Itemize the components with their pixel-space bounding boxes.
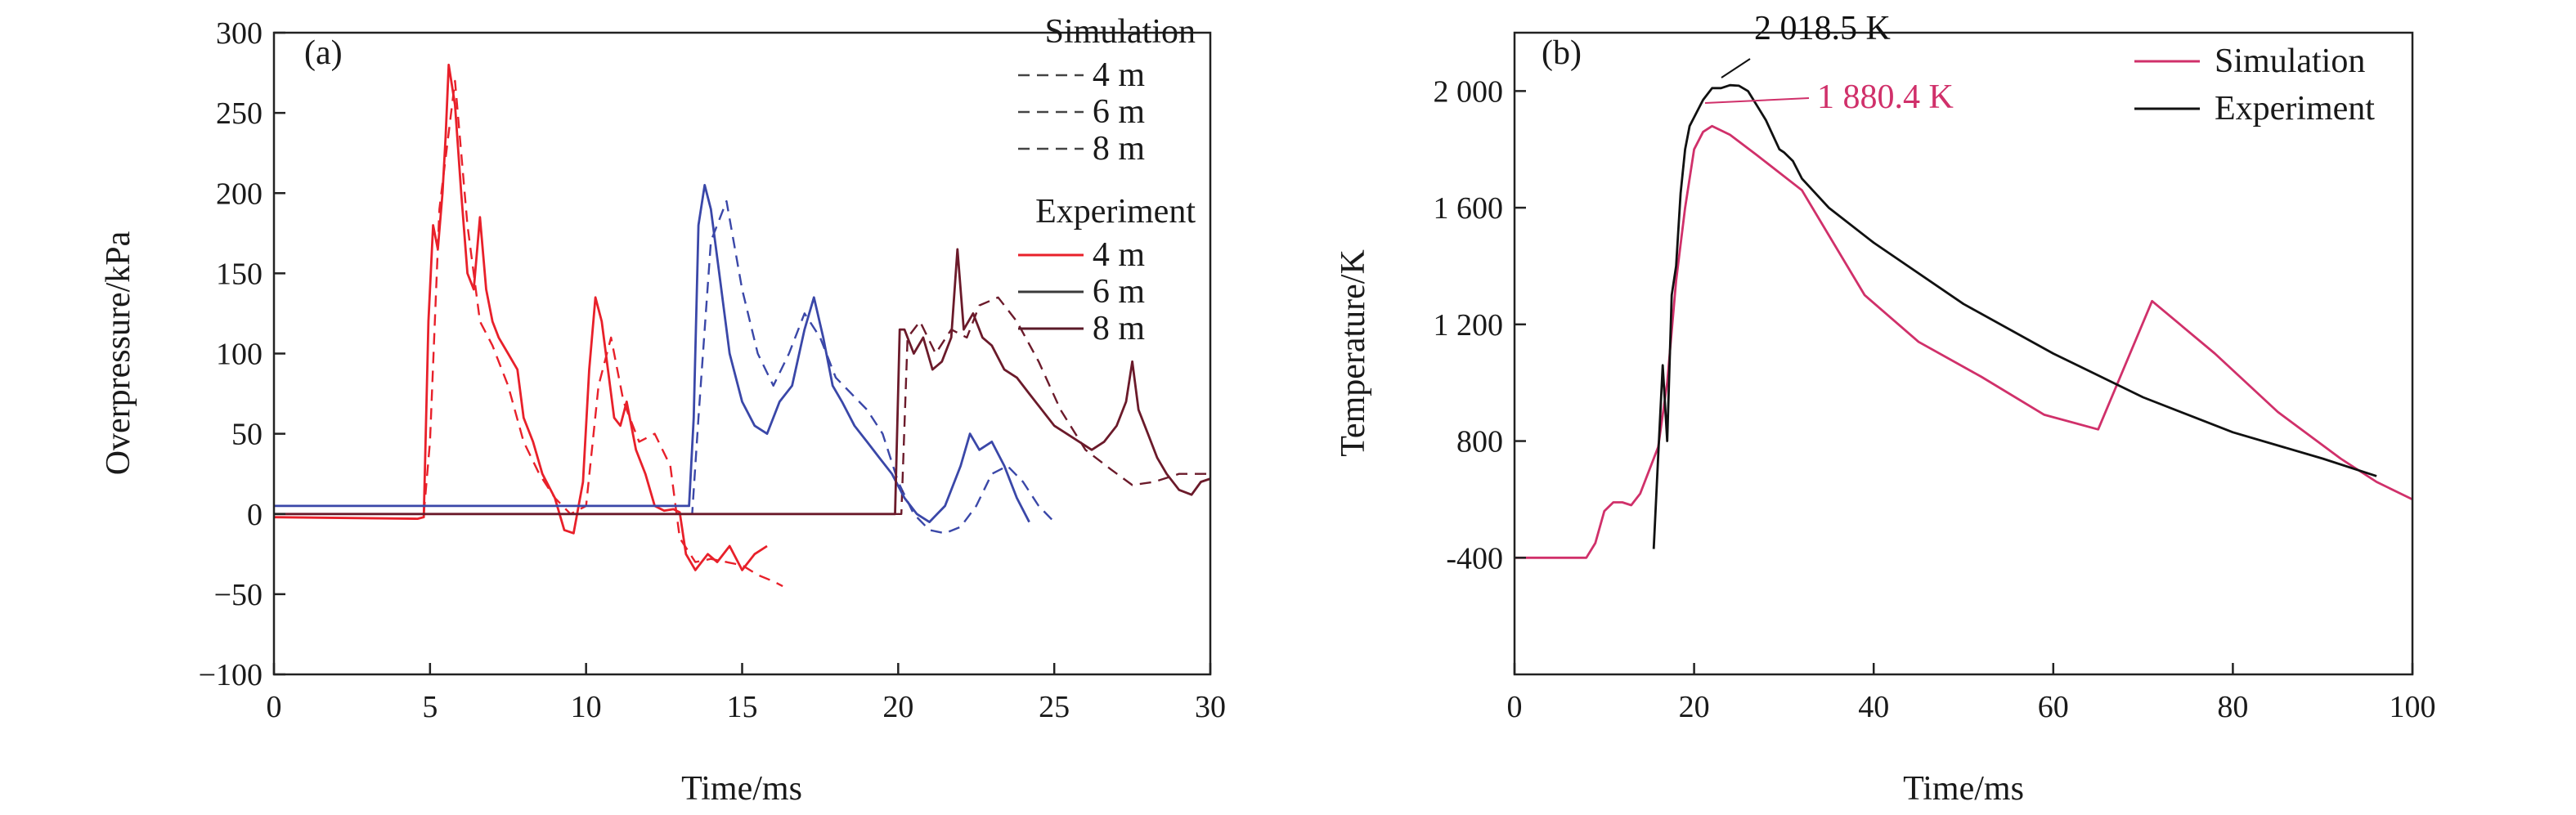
panel-a-series-simulation-4m bbox=[274, 79, 783, 588]
panel-a-x-tick-label: 15 bbox=[727, 690, 758, 724]
panel-a-x-axis-title: Time/ms bbox=[681, 770, 802, 808]
panel-a-series-layer bbox=[274, 63, 1210, 588]
legend-a-exp-8m-label: 8 m bbox=[1093, 310, 1146, 347]
panel-b-x-tick-label: 0 bbox=[1507, 690, 1523, 724]
panel-a-y-tick-label: −100 bbox=[199, 658, 263, 692]
panel-a-series-experiment-4m bbox=[274, 63, 768, 571]
panel-b-annotations: 2 018.5 K 1 880.4 K bbox=[1704, 10, 1954, 116]
panel-b-x-tick-label: 80 bbox=[2217, 690, 2248, 724]
panel-b-y-tick-label: 800 bbox=[1456, 425, 1503, 459]
panel-b-legend: Simulation Experiment bbox=[2134, 43, 2375, 128]
legend-a-sim-8m-label: 8 m bbox=[1093, 130, 1146, 168]
panel-a-y-tick-label: 50 bbox=[231, 418, 263, 452]
panel-b-y-tick-label: -400 bbox=[1446, 541, 1503, 575]
panel-b-y-tick-label: 1 200 bbox=[1434, 308, 1504, 343]
legend-a-simulation-title: Simulation bbox=[1045, 13, 1196, 51]
panel-b-series-layer bbox=[1515, 83, 2412, 559]
panel-a-y-tick-label: 200 bbox=[216, 177, 263, 211]
panel-b: 0 20 40 60 80 100 -400 800 1 200 1 600 2 000 (b) T… bbox=[1335, 10, 2436, 808]
panel-b-y-tick-label: 2 000 bbox=[1434, 74, 1504, 109]
panel-b-x-axis-title: Time/ms bbox=[1903, 770, 2024, 808]
annotation-peak-simulation: 1 880.4 K bbox=[1817, 78, 1954, 116]
panel-a-x-tick-label: 20 bbox=[882, 690, 913, 724]
panel-b-ticks: 0 20 40 60 80 100 -400 800 1 200 1 600 2 000 bbox=[1434, 74, 2436, 724]
legend-a-sim-6m-label: 6 m bbox=[1093, 93, 1146, 131]
panel-a-x-tick-label: 0 bbox=[267, 690, 282, 724]
panel-a-y-tick-label: 0 bbox=[247, 498, 263, 532]
panel-a-y-tick-label: −50 bbox=[214, 578, 263, 612]
panel-b-series-experiment bbox=[1652, 83, 2377, 549]
panel-a-x-tick-label: 10 bbox=[571, 690, 602, 724]
legend-a-experiment-title: Experiment bbox=[1035, 193, 1196, 231]
annotation-peak-experiment: 2 018.5 K bbox=[1754, 10, 1891, 47]
panel-a-tag: (a) bbox=[304, 34, 343, 72]
panel-a-series-simulation-6m bbox=[274, 199, 1056, 535]
panel-a-x-tick-label: 5 bbox=[422, 690, 438, 724]
panel-b-y-axis-title: Temperature/K bbox=[1335, 249, 1372, 457]
panel-b-plot-frame bbox=[1513, 31, 2414, 676]
panel-a-legend: Simulation 4 m 6 m 8 m Experiment 4 m 6 … bbox=[1018, 13, 1196, 347]
annotation-peak-experiment-leader bbox=[1721, 58, 1751, 78]
panel-b-tag: (b) bbox=[1542, 34, 1582, 72]
panel-b-x-tick-label: 60 bbox=[2038, 690, 2069, 724]
panel-a-y-tick-label: 100 bbox=[216, 338, 263, 372]
panel-a-ticks: 0 5 10 15 20 25 30 −100 −50 0 50 100 150 200 250 300 bbox=[199, 16, 1226, 724]
panel-a-y-tick-label: 250 bbox=[216, 96, 263, 131]
panel-b-x-tick-label: 40 bbox=[1858, 690, 1889, 724]
legend-a-sim-4m-label: 4 m bbox=[1093, 56, 1146, 94]
legend-b-simulation-label: Simulation bbox=[2215, 43, 2365, 80]
panel-b-series-simulation bbox=[1515, 124, 2412, 559]
panel-a: 0 5 10 15 20 25 30 −100 −50 0 50 100 150 200 250 300 (a… bbox=[100, 13, 1226, 808]
panel-a-y-axis-title: Overpressure/kPa bbox=[100, 231, 137, 475]
annotation-peak-simulation-leader bbox=[1704, 97, 1810, 104]
panel-a-series-simulation-8m bbox=[274, 296, 1210, 515]
panel-a-series-experiment-8m bbox=[274, 248, 1210, 516]
panel-a-y-tick-label: 300 bbox=[216, 16, 263, 51]
legend-a-exp-4m-label: 4 m bbox=[1093, 236, 1146, 274]
panel-a-y-tick-label: 150 bbox=[216, 257, 263, 291]
panel-a-plot-frame bbox=[272, 31, 1212, 676]
panel-b-x-tick-label: 100 bbox=[2390, 690, 2436, 724]
panel-a-series-experiment-6m bbox=[274, 183, 1030, 523]
panel-b-y-tick-label: 1 600 bbox=[1434, 191, 1504, 226]
panel-a-x-tick-label: 25 bbox=[1039, 690, 1070, 724]
legend-a-exp-6m-label: 6 m bbox=[1093, 273, 1146, 311]
legend-b-experiment-label: Experiment bbox=[2215, 90, 2375, 128]
panel-b-x-tick-label: 20 bbox=[1679, 690, 1710, 724]
panel-a-x-tick-label: 30 bbox=[1195, 690, 1226, 724]
